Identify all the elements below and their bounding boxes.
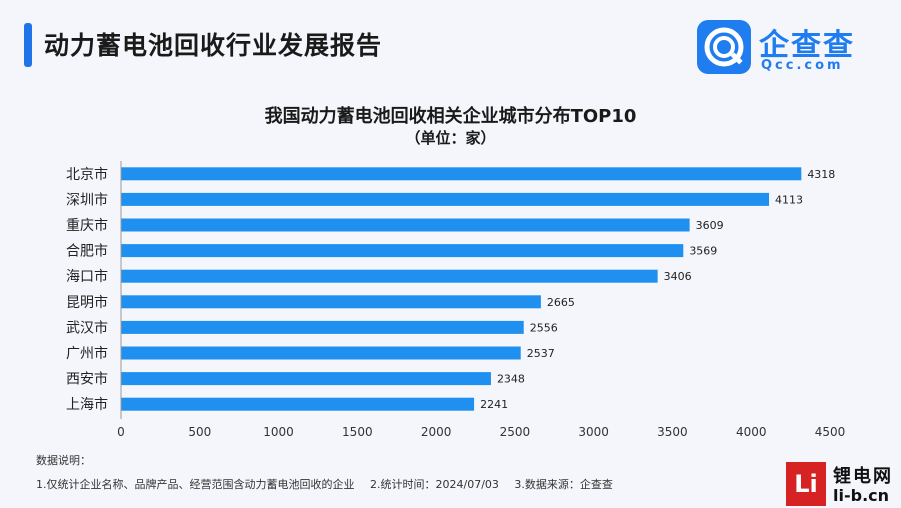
watermark-logo-box: Li <box>786 462 826 506</box>
x-tick-label: 2500 <box>500 425 531 439</box>
x-tick-label: 3500 <box>657 425 688 439</box>
x-tick-label: 1000 <box>263 425 294 439</box>
x-tick-label: 1500 <box>342 425 373 439</box>
data-label: 2348 <box>497 373 525 386</box>
data-label: 2665 <box>547 296 575 309</box>
x-tick-label: 500 <box>188 425 211 439</box>
category-label: 重庆市 <box>66 217 108 234</box>
category-label: 海口市 <box>66 268 108 285</box>
x-tick-label: 4000 <box>736 425 767 439</box>
notes-line: 1.仅统计企业名称、品牌产品、经营范围含动力蓄电池回收的企业 2.统计时间：20… <box>36 476 625 492</box>
notes-heading: 数据说明： <box>36 454 91 467</box>
watermark-cn: 锂电网 <box>833 466 893 487</box>
bar <box>121 295 541 309</box>
data-label: 3569 <box>689 245 717 258</box>
data-label: 3406 <box>664 270 692 283</box>
x-tick-label: 4500 <box>815 425 846 439</box>
x-tick-label: 0 <box>117 425 125 439</box>
bar <box>121 167 802 181</box>
bar <box>121 397 475 411</box>
chart-title: 我国动力蓄电池回收相关企业城市分布TOP10 <box>264 106 637 127</box>
bar <box>121 320 524 334</box>
watermark-en: li-b.cn <box>833 486 890 505</box>
data-label: 2241 <box>480 398 508 411</box>
category-label: 武汉市 <box>66 319 108 336</box>
category-label: 北京市 <box>66 166 108 183</box>
bar <box>121 346 521 360</box>
note-item: 1.仅统计企业名称、品牌产品、经营范围含动力蓄电池回收的企业 <box>36 478 355 491</box>
category-label: 深圳市 <box>66 191 108 208</box>
x-tick-label: 2000 <box>421 425 452 439</box>
bar <box>121 244 684 258</box>
qcc-logo-sub: Qcc.com <box>761 58 844 73</box>
report-title: 动力蓄电池回收行业发展报告 <box>44 31 383 60</box>
data-label: 4318 <box>807 168 835 181</box>
bar <box>121 192 770 206</box>
category-label: 西安市 <box>66 371 108 388</box>
note-item: 3.数据来源：企查查 <box>514 478 613 491</box>
bar <box>121 269 658 283</box>
category-label: 广州市 <box>66 345 108 362</box>
qcc-logo-text: 企查查 <box>759 28 855 63</box>
data-label: 2556 <box>530 321 558 334</box>
data-label: 4113 <box>775 193 803 206</box>
qcc-logo-icon <box>697 20 751 74</box>
bar <box>121 218 690 232</box>
category-label: 合肥市 <box>66 243 108 260</box>
data-label: 2537 <box>527 347 555 360</box>
libcn-watermark: Li 锂电网 li-b.cn <box>786 462 898 506</box>
chart-subtitle: （单位：家） <box>405 129 496 147</box>
category-label: 昆明市 <box>66 294 108 311</box>
x-tick-label: 3000 <box>578 425 609 439</box>
qcc-logo: 企查查 Qcc.com <box>697 20 877 76</box>
bar <box>121 372 491 386</box>
note-item: 2.统计时间：2024/07/03 <box>370 478 499 491</box>
category-label: 上海市 <box>66 396 108 413</box>
data-label: 3609 <box>696 219 724 232</box>
title-accent-bar <box>24 23 32 67</box>
